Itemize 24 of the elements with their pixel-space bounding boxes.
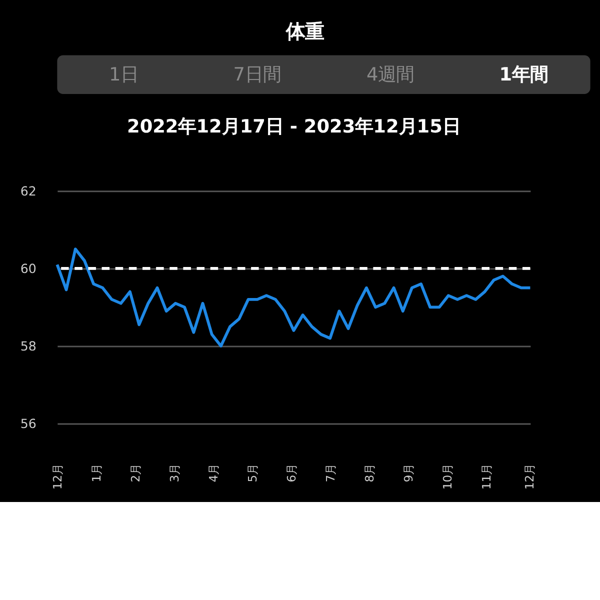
x-tick-label: 8月 xyxy=(362,462,376,482)
x-tick-label: 12月 xyxy=(50,462,65,490)
y-tick-label: 56 xyxy=(20,416,36,431)
chart-title: 体重 xyxy=(285,20,324,43)
x-tick-label: 12月 xyxy=(522,462,536,490)
x-tick-label: 7月 xyxy=(323,462,338,482)
text: 1日 xyxy=(108,64,139,86)
y-tick-label: 58 xyxy=(20,338,36,354)
x-tick-label: 10月 xyxy=(440,462,454,490)
chart-subtitle: 2022年12月17日 - 2023年12月15日 xyxy=(127,116,460,138)
x-tick-label: 5月 xyxy=(245,462,260,482)
x-tick-label: 6月 xyxy=(284,462,298,482)
text: 7日間 xyxy=(233,64,281,86)
text: 4週間 xyxy=(366,64,414,86)
x-tick-label: 9月 xyxy=(401,462,416,482)
x-tick-label: 1月 xyxy=(90,462,104,482)
x-tick-label: 2月 xyxy=(128,462,143,482)
text: 1年間 xyxy=(499,64,548,86)
y-tick-label: 62 xyxy=(20,183,36,198)
y-tick-label: 60 xyxy=(20,260,36,276)
x-tick-label: 11月 xyxy=(479,462,494,490)
x-tick-label: 4月 xyxy=(206,462,220,482)
x-tick-label: 3月 xyxy=(168,462,182,482)
line-series xyxy=(56,248,532,348)
